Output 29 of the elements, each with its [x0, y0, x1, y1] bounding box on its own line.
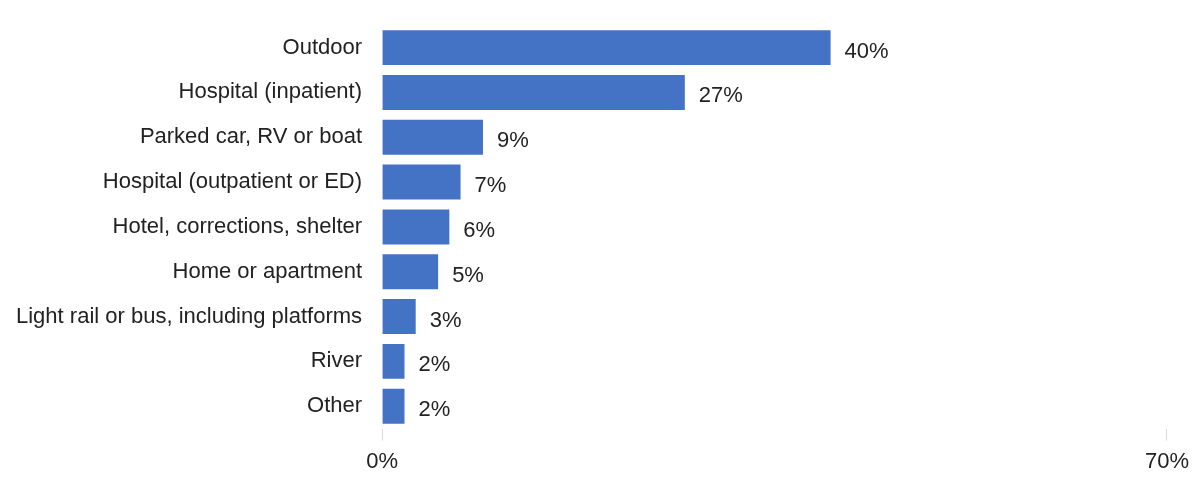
y-tick-label: Home or apartment: [172, 257, 363, 283]
data-label: 7%: [474, 172, 507, 198]
bar: [382, 74, 685, 110]
data-label: 5%: [452, 261, 484, 287]
y-tick-label: Hospital (inpatient): [178, 78, 363, 104]
bar: [382, 119, 483, 155]
y-tick-label: Outdoor: [282, 33, 363, 59]
bar: [382, 209, 450, 245]
data-label: 40%: [844, 37, 889, 63]
data-label: 3%: [429, 306, 462, 332]
y-tick-label: Hotel, corrections, shelter: [112, 212, 363, 238]
data-label: 2%: [418, 351, 451, 377]
data-label: 2%: [418, 396, 451, 422]
bar: [382, 254, 439, 290]
data-label: 27%: [698, 82, 743, 108]
data-label: 6%: [463, 216, 496, 242]
bar: [382, 343, 405, 379]
bar: [382, 164, 461, 200]
y-tick-label: River: [310, 347, 363, 373]
x-tick-label: 0%: [366, 447, 398, 473]
y-tick-label: Parked car, RV or boat: [139, 123, 363, 149]
y-tick-label: Light rail or bus, including platforms: [16, 302, 363, 328]
bar: [382, 299, 416, 335]
data-label: 9%: [496, 127, 529, 153]
bar: [382, 30, 831, 66]
y-tick-label: Other: [307, 392, 363, 418]
y-tick-label: Hospital (outpatient or ED): [102, 168, 363, 194]
x-tick-label: 70%: [1144, 447, 1190, 473]
bar: [382, 388, 405, 424]
